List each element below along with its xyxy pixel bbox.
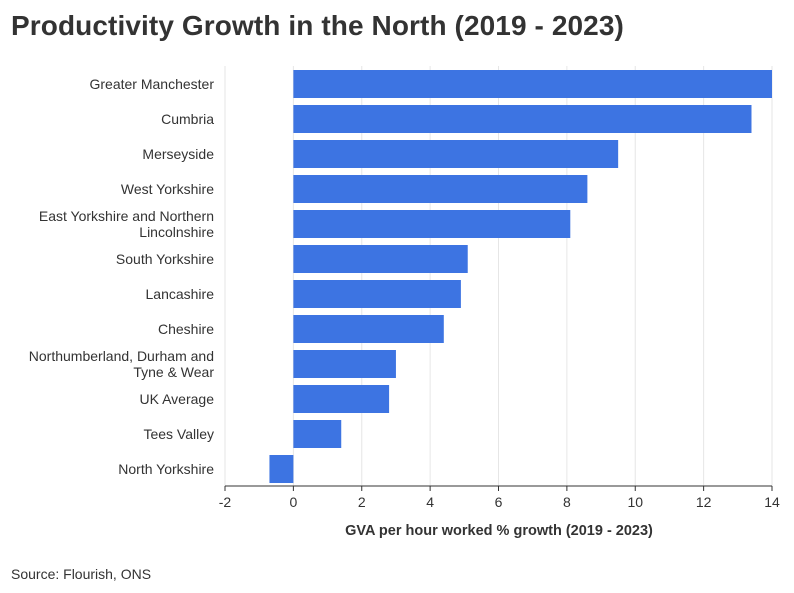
category-label-line: Cheshire xyxy=(158,321,214,337)
category-label: West Yorkshire xyxy=(121,181,214,197)
x-tick-label: 10 xyxy=(627,494,643,510)
bar xyxy=(293,315,444,343)
bar xyxy=(293,175,588,203)
bar xyxy=(293,245,468,273)
category-label: Merseyside xyxy=(142,146,214,162)
category-label-line: Northumberland, Durham and xyxy=(29,348,214,364)
y-axis-labels: Greater Manchester Cumbria Merseyside West … xyxy=(29,76,215,477)
category-label: Lancashire xyxy=(146,286,215,302)
category-label: North Yorkshire xyxy=(118,461,214,477)
category-label: Greater Manchester xyxy=(90,76,215,92)
category-label-line: Cumbria xyxy=(161,111,214,127)
x-tick-label: 12 xyxy=(696,494,712,510)
x-tick-label: -2 xyxy=(219,494,232,510)
x-tick-label: 8 xyxy=(563,494,571,510)
x-tick-label: 6 xyxy=(495,494,503,510)
x-tick-label: 14 xyxy=(764,494,780,510)
category-label: South Yorkshire xyxy=(116,251,214,267)
bar-chart: Greater Manchester Cumbria Merseyside West … xyxy=(29,66,780,539)
bar xyxy=(293,350,396,378)
category-label-line: Lincolnshire xyxy=(139,224,214,240)
category-label-line: Tyne & Wear xyxy=(133,364,214,380)
category-label: UK Average xyxy=(140,391,215,407)
category-label-line: Tees Valley xyxy=(143,426,214,442)
category-label: Tees Valley xyxy=(143,426,214,442)
category-label: Cumbria xyxy=(161,111,214,127)
x-tick-label: 2 xyxy=(358,494,366,510)
bar xyxy=(293,70,772,98)
x-tick-label: 4 xyxy=(426,494,434,510)
category-label-line: UK Average xyxy=(140,391,215,407)
category-label: East Yorkshire and Northern Lincolnshire xyxy=(39,208,214,240)
bar xyxy=(293,385,390,413)
x-tick-label: 0 xyxy=(289,494,297,510)
chart-title: Productivity Growth in the North (2019 -… xyxy=(11,10,624,41)
category-label: Cheshire xyxy=(158,321,214,337)
category-label-line: West Yorkshire xyxy=(121,181,214,197)
category-label-line: East Yorkshire and Northern xyxy=(39,208,214,224)
x-axis: -2 0 2 4 6 8 10 12 14 xyxy=(219,485,780,510)
category-label-line: North Yorkshire xyxy=(118,461,214,477)
bar xyxy=(293,105,752,133)
source-note: Source: Flourish, ONS xyxy=(11,566,152,582)
bar xyxy=(293,420,342,448)
category-label: Northumberland, Durham and Tyne & Wear xyxy=(29,348,215,380)
bars xyxy=(269,70,772,483)
bar xyxy=(293,280,461,308)
category-label-line: Lancashire xyxy=(146,286,215,302)
gridlines xyxy=(224,66,773,486)
category-label-line: Greater Manchester xyxy=(90,76,215,92)
category-label-line: Merseyside xyxy=(142,146,214,162)
x-axis-title: GVA per hour worked % growth (2019 - 202… xyxy=(345,523,653,539)
bar xyxy=(293,210,571,238)
category-label-line: South Yorkshire xyxy=(116,251,214,267)
bar xyxy=(293,140,619,168)
bar xyxy=(269,455,294,483)
